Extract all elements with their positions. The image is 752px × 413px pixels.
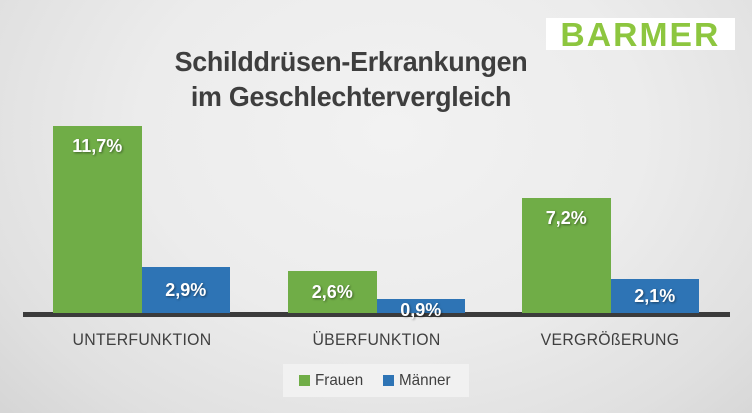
bar-unterfunktion-maenner: 2,9% — [141, 267, 230, 313]
bar-ueberfunktion-maenner: 0,9% — [376, 299, 465, 320]
legend-item-frauen: Frauen — [298, 371, 366, 390]
chart-title-line-2: im Geschlechtervergleich — [190, 81, 512, 112]
value-label-vergroesserung-maenner: 2,1% — [634, 286, 676, 306]
bar-group-ueberfunktion: 2,6% 0,9% — [288, 271, 465, 320]
value-label-ueberfunktion-frauen: 2,6% — [311, 282, 353, 302]
chart-legend: Frauen Männer — [283, 364, 469, 397]
bar-vergroesserung-frauen: 7,2% — [522, 198, 611, 313]
legend-swatch-maenner — [383, 375, 395, 386]
barmer-logo-text: BARMER — [560, 15, 721, 53]
legend-item-maenner: Männer — [383, 372, 453, 390]
chart-title-line-1: Schilddrüsen-Erkrankungen — [174, 46, 528, 77]
bar-vergroesserung-maenner: 2,1% — [610, 279, 699, 313]
chart-title: Schilddrüsen-Erkrankungen im Geschlechte… — [116, 44, 586, 114]
category-label-unterfunktion: UNTERFUNKTION — [72, 330, 212, 349]
legend-label-maenner: Männer — [399, 371, 451, 389]
bar-group-unterfunktion: 11,7% 2,9% — [53, 126, 230, 313]
value-label-unterfunktion-maenner: 2,9% — [165, 280, 207, 300]
category-label-ueberfunktion: ÜBERFUNKTION — [312, 330, 441, 349]
barmer-logo: BARMER — [546, 15, 735, 53]
value-label-unterfunktion-frauen: 11,7% — [72, 136, 123, 156]
plot-area: 11,7% 2,9% 2,6% 0,9% 7,2% 2,1% — [23, 0, 730, 320]
category-label-vergroesserung: VERGRÖßERUNG — [540, 330, 680, 349]
legend-label-frauen: Frauen — [314, 371, 363, 389]
bar-ueberfunktion-frauen: 2,6% — [288, 271, 377, 313]
bar-unterfunktion-frauen: 11,7% — [53, 126, 142, 313]
value-label-ueberfunktion-maenner: 0,9% — [400, 300, 442, 320]
bar-group-vergroesserung: 7,2% 2,1% — [522, 198, 699, 313]
value-label-vergroesserung-frauen: 7,2% — [545, 208, 587, 228]
legend-swatch-frauen — [298, 375, 310, 386]
x-axis-line — [23, 312, 730, 317]
